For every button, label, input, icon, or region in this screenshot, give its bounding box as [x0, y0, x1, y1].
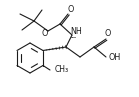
- Text: OH: OH: [109, 52, 121, 61]
- Text: NH: NH: [70, 28, 82, 36]
- Text: O: O: [105, 29, 111, 39]
- Text: O: O: [68, 4, 74, 13]
- Text: CH₃: CH₃: [55, 65, 69, 74]
- Text: O: O: [42, 29, 48, 38]
